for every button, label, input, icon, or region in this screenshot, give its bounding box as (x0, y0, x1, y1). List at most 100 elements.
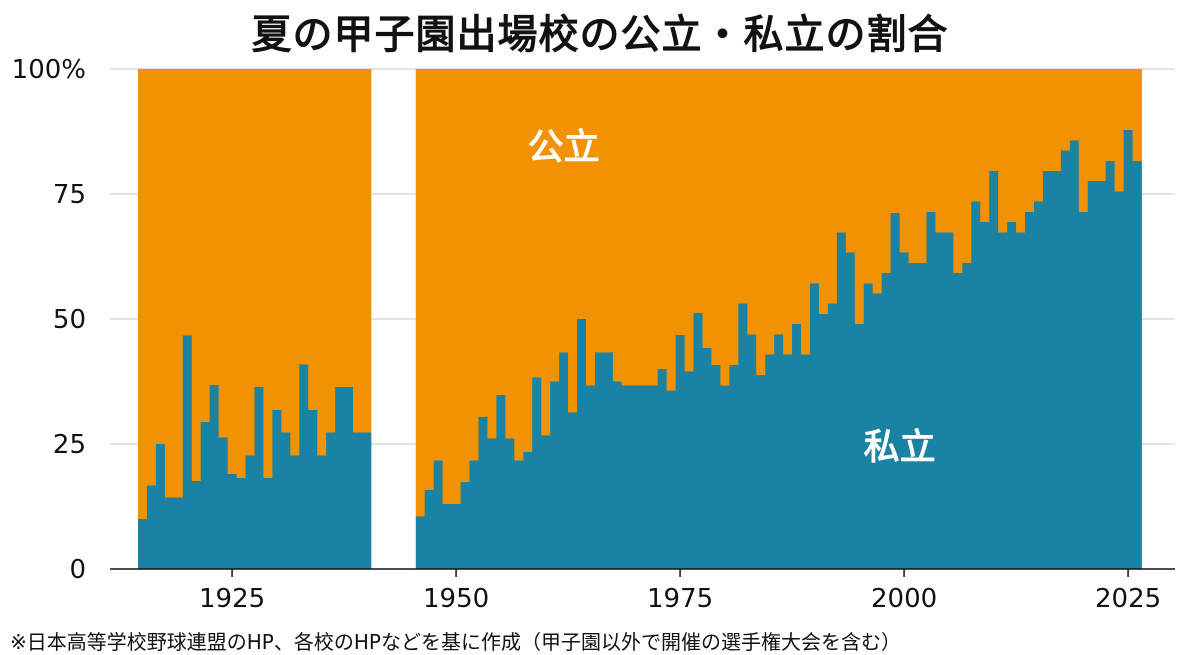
bar-private (1051, 171, 1062, 569)
bar-public (138, 69, 148, 519)
bar-public (182, 69, 193, 336)
bar-public (639, 69, 650, 386)
bar-private (299, 364, 309, 569)
bar-private (998, 232, 1008, 569)
bar-public (487, 69, 497, 439)
bar-public (657, 69, 668, 369)
bar-public (460, 69, 470, 482)
bar-private (890, 213, 900, 569)
bar-public (424, 69, 435, 490)
bar-private (917, 263, 927, 569)
bar-public (684, 69, 694, 372)
bar-public (469, 69, 479, 461)
bar-private (254, 387, 264, 569)
bar-private (648, 385, 659, 569)
bar-private (362, 432, 372, 569)
bar-public (272, 69, 282, 410)
bar-public (908, 69, 918, 263)
bar-private (469, 460, 479, 569)
bar-public (1132, 69, 1142, 161)
bar-public (756, 69, 766, 375)
bar-public (666, 69, 676, 391)
y-tick-label: 100% (12, 55, 86, 85)
bar-public (962, 69, 972, 263)
bar-private (693, 313, 703, 569)
bar-public (926, 69, 936, 212)
bar-private (1042, 171, 1053, 569)
bar-public (344, 69, 354, 387)
bar-public (881, 69, 892, 273)
bar-private (1007, 222, 1017, 569)
bar-public (845, 69, 856, 253)
bar-public (1042, 69, 1053, 171)
bar-public (630, 69, 641, 386)
bar-private (1069, 140, 1080, 569)
bar-private (881, 273, 892, 569)
bar-private (765, 354, 775, 569)
chart-title: 夏の甲子園出場校の公立・私立の割合 (251, 12, 949, 58)
bar-public (577, 69, 587, 319)
bar-private (173, 497, 184, 569)
bar-private (612, 381, 623, 569)
bar-public (747, 69, 757, 335)
bar-private (792, 324, 802, 569)
bar-public (594, 69, 605, 353)
bar-private (505, 438, 515, 569)
bar-private (684, 371, 694, 569)
bar-public (1078, 69, 1089, 212)
bar-public (433, 69, 444, 461)
bar-public (1096, 69, 1107, 181)
bar-private (702, 348, 712, 569)
bar-private (415, 516, 426, 569)
bar-private (594, 352, 605, 569)
bar-public (1123, 69, 1133, 130)
y-tick-label: 0 (69, 555, 86, 585)
bar-public (200, 69, 211, 422)
bar-public (559, 69, 569, 353)
bar-private (962, 263, 972, 569)
bar-public (801, 69, 811, 355)
bar-private (218, 437, 228, 569)
bar-private (182, 335, 193, 569)
bar-private (1132, 161, 1142, 569)
bar-private (747, 334, 757, 569)
bar-public (514, 69, 524, 461)
bar-public (603, 69, 614, 353)
bar-public (353, 69, 363, 433)
bar-public (1016, 69, 1026, 233)
bar-private (639, 385, 650, 569)
y-tick-label: 50 (53, 305, 86, 335)
bar-private (290, 455, 300, 569)
x-tick-label: 1925 (199, 584, 265, 614)
bar-private (1060, 150, 1071, 569)
bar-public (1060, 69, 1071, 151)
bar-public (290, 69, 300, 456)
bar-private (442, 504, 452, 569)
bar-public (818, 69, 829, 314)
bar-public (827, 69, 838, 304)
bar-private (818, 314, 829, 569)
bar-private (720, 385, 730, 569)
bar-private (899, 252, 909, 569)
bar-private (854, 324, 865, 569)
bar-private (774, 334, 784, 569)
bar-private (1087, 181, 1098, 569)
bar-private (496, 395, 506, 569)
bars (138, 69, 1142, 569)
bar-public (155, 69, 166, 444)
bar-private (971, 201, 981, 569)
bar-private (532, 377, 542, 569)
bar-public (792, 69, 802, 324)
bar-private (200, 422, 211, 569)
bar-private (675, 335, 685, 569)
bar-private (487, 438, 497, 569)
bar-private (810, 283, 820, 569)
bar-private (514, 460, 524, 569)
bar-private (263, 478, 273, 569)
bar-public (326, 69, 336, 433)
bar-public (523, 69, 533, 452)
bar-public (872, 69, 883, 294)
bar-private (353, 432, 363, 569)
bar-private (711, 365, 721, 569)
bar-public (317, 69, 327, 456)
